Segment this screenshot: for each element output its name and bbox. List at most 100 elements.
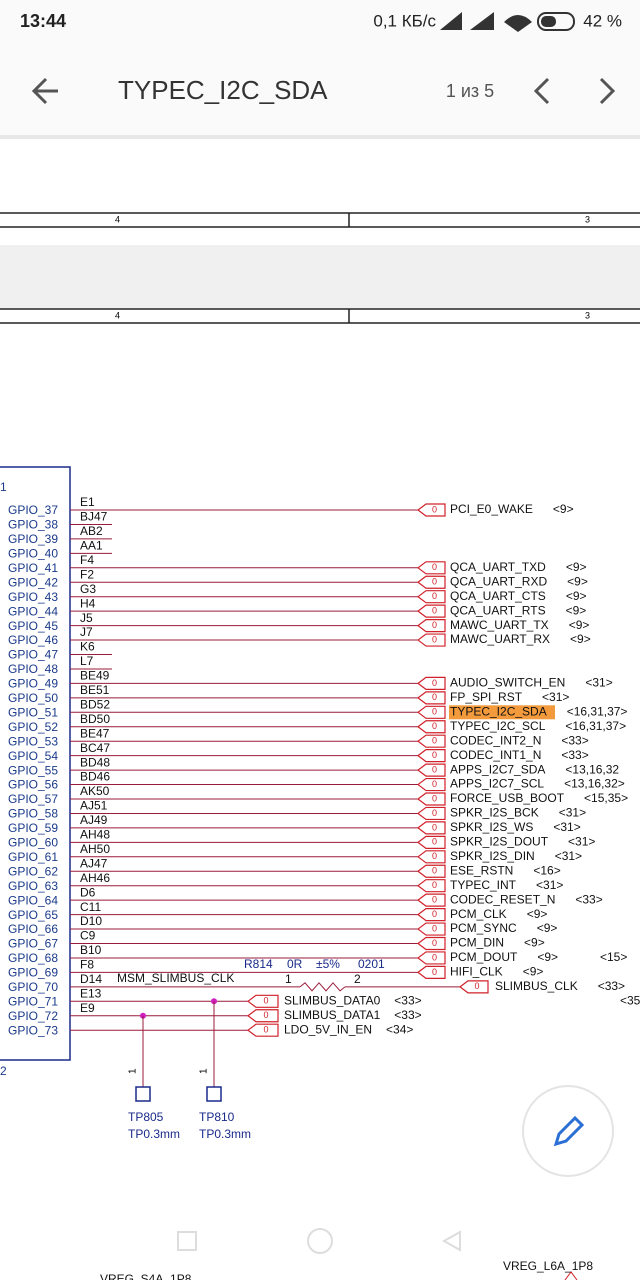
gpio-label: GPIO_63 xyxy=(8,879,58,893)
connector-text: 0 xyxy=(432,591,437,601)
page-ref: <9> xyxy=(537,950,558,964)
tp-pin: 1 xyxy=(128,1068,139,1074)
net-label: TYPEC_I2C_SCL xyxy=(450,719,546,733)
gpio-label: GPIO_48 xyxy=(8,662,58,676)
next-match[interactable] xyxy=(599,77,616,105)
off-page-connector xyxy=(417,749,446,763)
off-page-connector xyxy=(417,561,446,575)
page-ref: <33> xyxy=(394,993,421,1007)
page-ref: <31> xyxy=(542,690,569,704)
gpio-label: GPIO_70 xyxy=(8,980,58,994)
ball-label: AH46 xyxy=(80,871,110,885)
ball-label: AH48 xyxy=(80,828,110,842)
page-ref: <9> xyxy=(567,574,588,588)
resistor-pin1: 1 xyxy=(285,972,292,986)
net-label: APPS_I2C7_SDA xyxy=(450,762,545,776)
ball-label: BD48 xyxy=(80,755,110,769)
off-page-connector xyxy=(417,821,446,835)
off-page-connector xyxy=(417,893,446,907)
net-label: SPKR_I2S_DOUT xyxy=(450,835,549,849)
ball-label: D14 xyxy=(80,972,102,986)
page-ref: <9> xyxy=(523,965,544,979)
ball-label: AB2 xyxy=(80,524,103,538)
ball-label: AJ51 xyxy=(80,799,108,813)
ball-label: C11 xyxy=(80,900,101,914)
gpio-label: GPIO_37 xyxy=(8,503,58,517)
off-page-connector xyxy=(417,604,446,618)
net-label: APPS_I2C7_SCL xyxy=(450,777,544,791)
ball-label: BD52 xyxy=(80,697,110,711)
connector-text: 0 xyxy=(432,750,437,760)
off-page-connector xyxy=(417,705,446,719)
connector-text: 0 xyxy=(432,707,437,717)
test-point xyxy=(135,1086,151,1102)
off-page-connector xyxy=(417,908,446,922)
gpio-label: GPIO_71 xyxy=(8,994,58,1008)
net-label: AUDIO_SWITCH_EN xyxy=(450,676,565,690)
page-ref: <9> xyxy=(569,618,590,632)
ruler-label: 3 xyxy=(585,214,590,224)
gpio-label: GPIO_62 xyxy=(8,864,58,878)
net-label: CODEC_RESET_N xyxy=(450,892,555,906)
connector-text: 0 xyxy=(432,967,437,977)
connector-text: 0 xyxy=(432,692,437,702)
match-counter: 1 из 5 xyxy=(446,81,494,101)
page-ref: <33> xyxy=(394,1008,421,1022)
connector-text: 0 xyxy=(432,880,437,890)
net-label: QCA_UART_TXD xyxy=(450,560,546,574)
ball-label: AK50 xyxy=(80,784,110,798)
connector-text: 0 xyxy=(432,504,437,514)
nav-bar xyxy=(177,1228,461,1254)
page-ref: <33> xyxy=(598,979,625,993)
net-label: SPKR_I2S_BCK xyxy=(450,806,539,820)
ball-label: J7 xyxy=(80,625,93,639)
gpio-label: GPIO_49 xyxy=(8,677,58,691)
resistor-value: 0R xyxy=(287,957,303,971)
ball-label: BJ47 xyxy=(80,510,108,524)
ball-label: BC47 xyxy=(80,741,110,755)
prev-match[interactable] xyxy=(533,77,550,105)
connector-text: 0 xyxy=(432,634,437,644)
connector-text: 0 xyxy=(263,1010,268,1020)
gpio-label: GPIO_57 xyxy=(8,792,58,806)
ball-label: AJ49 xyxy=(80,813,108,827)
net-label: SLIMBUS_DATA0 xyxy=(284,993,381,1007)
off-page-connector xyxy=(417,691,446,705)
page-ref: <15,35> xyxy=(584,791,628,805)
tp-type: TP0.3mm xyxy=(128,1127,180,1141)
gpio-label: GPIO_47 xyxy=(8,648,58,662)
resistor xyxy=(299,982,346,992)
off-page-connector xyxy=(417,763,446,777)
ball-label: E13 xyxy=(80,986,102,1000)
gpio-label: GPIO_42 xyxy=(8,575,58,589)
edit-icon xyxy=(553,1115,585,1147)
connector-text: 0 xyxy=(432,577,437,587)
connector-text: 0 xyxy=(432,866,437,876)
page-ref: <31> xyxy=(555,849,582,863)
ball-label: E1 xyxy=(80,495,95,509)
gpio-label: GPIO_68 xyxy=(8,951,58,965)
connector-text: 0 xyxy=(432,822,437,832)
net-label: CODEC_INT1_N xyxy=(450,748,541,762)
gpio-label: GPIO_53 xyxy=(8,734,58,748)
off-page-connector xyxy=(417,720,446,734)
net-label: PCM_DOUT xyxy=(450,950,518,964)
off-page-connector xyxy=(417,676,446,690)
connector-text: 0 xyxy=(432,793,437,803)
connector-text: 0 xyxy=(432,851,437,861)
net-label: QCA_UART_CTS xyxy=(450,589,546,603)
ball-label: AA1 xyxy=(80,539,103,553)
ball-label: BE49 xyxy=(80,669,110,683)
connector-text: 0 xyxy=(432,837,437,847)
tp-ref: TP810 xyxy=(199,1110,235,1124)
gpio-label: GPIO_64 xyxy=(8,893,58,907)
off-page-connector xyxy=(247,1009,279,1023)
gpio-label: GPIO_66 xyxy=(8,922,58,936)
connector-text: 0 xyxy=(432,909,437,919)
back-button[interactable] xyxy=(31,77,58,105)
ball-label: F8 xyxy=(80,958,94,972)
connector-text: 0 xyxy=(432,952,437,962)
off-page-connector xyxy=(417,864,446,878)
edit-fab[interactable] xyxy=(522,1085,614,1177)
gpio-label: GPIO_65 xyxy=(8,908,58,922)
